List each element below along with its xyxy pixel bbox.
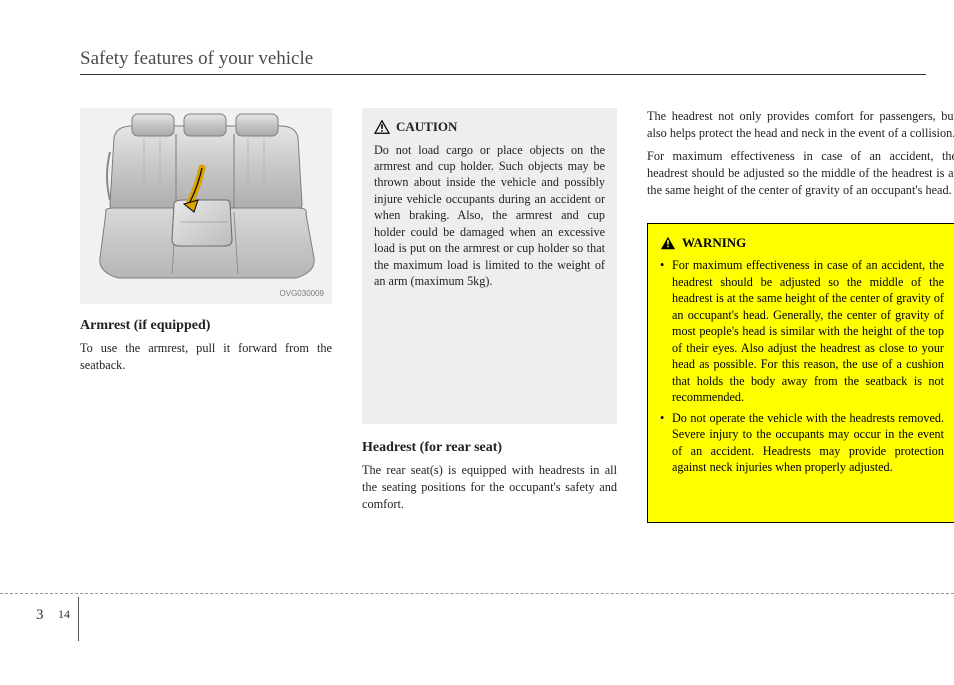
header-title: Safety features of your vehicle xyxy=(80,48,926,70)
footer-rule xyxy=(0,593,954,594)
caution-triangle-icon xyxy=(374,120,390,134)
figure-code: OVG030009 xyxy=(280,289,324,298)
seat-illustration: OVG030009 xyxy=(80,108,332,304)
column-middle: CAUTION Do not load cargo or place objec… xyxy=(362,108,617,558)
page-number-minor: 14 xyxy=(58,607,70,622)
right-para-2: For maximum effectiveness in case of an … xyxy=(647,148,954,199)
right-para-1: The headrest not only provides comfort f… xyxy=(647,108,954,142)
footer-vertical-rule xyxy=(78,597,79,641)
warning-bullet: For maximum effectiveness in case of an … xyxy=(660,257,944,405)
page-header: Safety features of your vehicle xyxy=(80,48,926,75)
caution-heading: CAUTION xyxy=(374,118,605,136)
seat-svg xyxy=(80,108,332,304)
headrest-body: The rear seat(s) is equipped with headre… xyxy=(362,462,617,513)
warning-heading: WARNING xyxy=(660,234,944,252)
column-right: The headrest not only provides comfort f… xyxy=(647,108,954,558)
armrest-heading: Armrest (if equipped) xyxy=(80,318,332,334)
warning-triangle-icon xyxy=(660,236,676,250)
page-footer: 3 14 xyxy=(0,593,954,641)
warning-bullet: Do not operate the vehicle with the head… xyxy=(660,410,944,476)
page-number-major: 3 xyxy=(36,607,44,624)
warning-label: WARNING xyxy=(682,234,746,252)
caution-text: Do not load cargo or place objects on th… xyxy=(374,142,605,290)
warning-box: WARNING For maximum effectiveness in cas… xyxy=(647,223,954,523)
warning-bullets: For maximum effectiveness in case of an … xyxy=(660,257,944,475)
right-body: The headrest not only provides comfort f… xyxy=(647,108,954,199)
headrest-heading: Headrest (for rear seat) xyxy=(362,440,617,456)
manual-page: Safety features of your vehicle xyxy=(0,0,954,685)
armrest-body: To use the armrest, pull it forward from… xyxy=(80,340,332,374)
column-left: OVG030009 Armrest (if equipped) To use t… xyxy=(80,108,332,558)
content-columns: OVG030009 Armrest (if equipped) To use t… xyxy=(80,108,926,558)
caution-box: CAUTION Do not load cargo or place objec… xyxy=(362,108,617,424)
caution-label: CAUTION xyxy=(396,118,457,136)
